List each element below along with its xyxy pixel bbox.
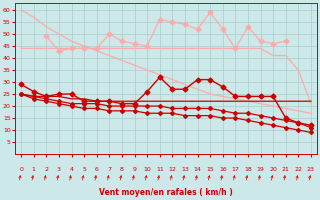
X-axis label: Vent moyen/en rafales ( km/h ): Vent moyen/en rafales ( km/h )	[99, 188, 233, 197]
